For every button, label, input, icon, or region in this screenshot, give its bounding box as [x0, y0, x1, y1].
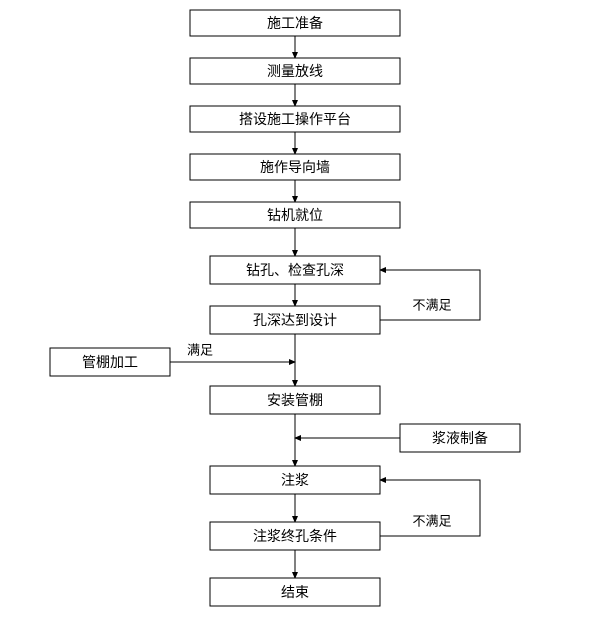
- node-n6: 钻孔、检查孔深: [210, 256, 380, 284]
- node-label-n11: 注浆: [281, 472, 309, 488]
- node-label-n2: 测量放线: [267, 63, 323, 79]
- edge-label-e14: 不满足: [412, 514, 451, 529]
- node-label-n1: 施工准备: [267, 15, 323, 31]
- node-n3: 搭设施工操作平台: [190, 106, 400, 132]
- node-label-n13: 结束: [281, 584, 309, 600]
- edge-label-e12: 满足: [187, 343, 213, 358]
- node-label-n4: 施作导向墙: [260, 159, 330, 175]
- node-n4: 施作导向墙: [190, 154, 400, 180]
- node-n10: 浆液制备: [400, 424, 520, 452]
- node-n9: 安装管棚: [210, 386, 380, 414]
- edge-label-e11: 不满足: [412, 298, 451, 313]
- node-n12: 注浆终孔条件: [210, 522, 380, 550]
- node-label-n8: 管棚加工: [82, 354, 138, 370]
- node-n5: 钻机就位: [190, 202, 400, 228]
- node-label-n9: 安装管棚: [267, 392, 323, 408]
- node-label-n5: 钻机就位: [267, 207, 323, 223]
- node-n11: 注浆: [210, 466, 380, 494]
- node-label-n10: 浆液制备: [432, 430, 488, 446]
- node-label-n12: 注浆终孔条件: [253, 528, 337, 544]
- node-n8: 管棚加工: [50, 348, 170, 376]
- edge-e11: [380, 270, 480, 320]
- node-n2: 测量放线: [190, 58, 400, 84]
- node-label-n6: 钻孔、检查孔深: [246, 262, 344, 278]
- flowchart-canvas: 不满足满足不满足 施工准备测量放线搭设施工操作平台施作导向墙钻机就位钻孔、检查孔…: [0, 0, 592, 632]
- node-n13: 结束: [210, 578, 380, 606]
- node-n1: 施工准备: [190, 10, 400, 36]
- node-label-n3: 搭设施工操作平台: [239, 111, 351, 127]
- node-n7: 孔深达到设计: [210, 306, 380, 334]
- node-label-n7: 孔深达到设计: [253, 312, 337, 328]
